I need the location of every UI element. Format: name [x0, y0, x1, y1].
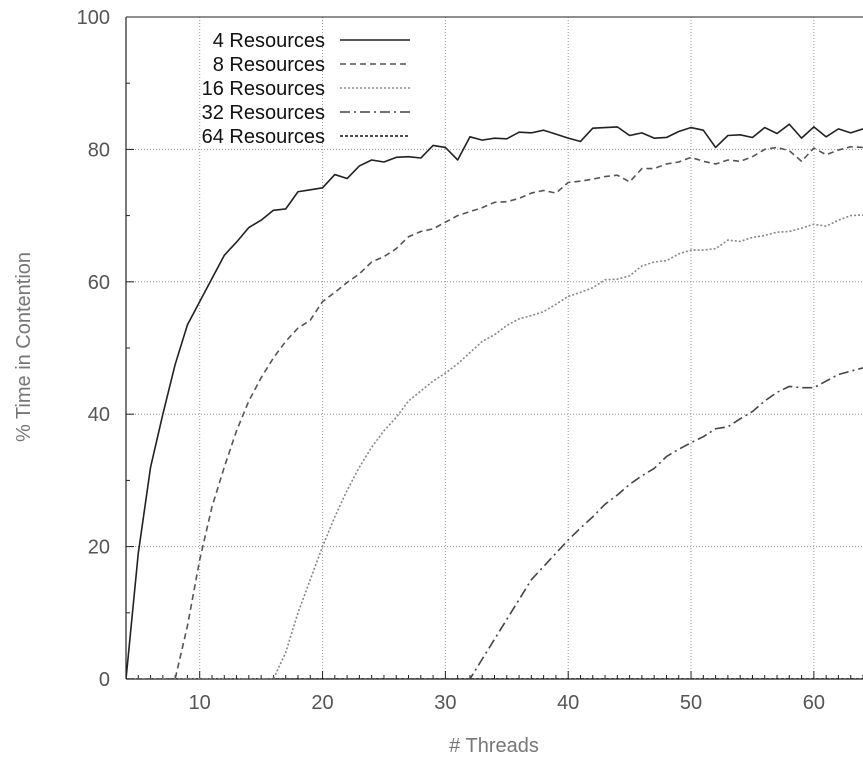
x-axis-label: # Threads — [449, 735, 539, 757]
y-tick-label: 60 — [88, 272, 110, 294]
legend-label-16-resources: 16 Resources — [202, 78, 325, 100]
x-tick-label: 10 — [189, 692, 211, 714]
legend-label-64-resources: 64 Resources — [202, 126, 325, 148]
grid-lines — [126, 16, 863, 679]
series-line-16-resources — [126, 214, 863, 679]
y-tick-label: 100 — [77, 7, 110, 29]
y-tick-label: 20 — [88, 537, 110, 559]
legend-label-8-resources: 8 Resources — [213, 54, 325, 76]
x-tick-label: 60 — [803, 692, 825, 714]
x-tick-label: 50 — [680, 692, 702, 714]
y-axis-label: % Time in Contention — [13, 252, 35, 442]
series-line-32-resources — [126, 367, 863, 679]
x-tick-label: 30 — [434, 692, 456, 714]
series-line-8-resources — [126, 145, 863, 679]
legend-label-32-resources: 32 Resources — [202, 102, 325, 124]
series-layer — [126, 123, 863, 679]
y-tick-label: 0 — [99, 669, 110, 691]
legend-label-4-resources: 4 Resources — [213, 30, 325, 52]
y-tick-label: 40 — [88, 404, 110, 426]
x-tick-label: 40 — [557, 692, 579, 714]
series-line-4-resources — [126, 123, 863, 679]
axes: 0 20 40 60 80 100 10 20 30 40 50 60 — [77, 7, 863, 714]
x-tick-label: 20 — [311, 692, 333, 714]
y-tick-label: 80 — [88, 139, 110, 161]
